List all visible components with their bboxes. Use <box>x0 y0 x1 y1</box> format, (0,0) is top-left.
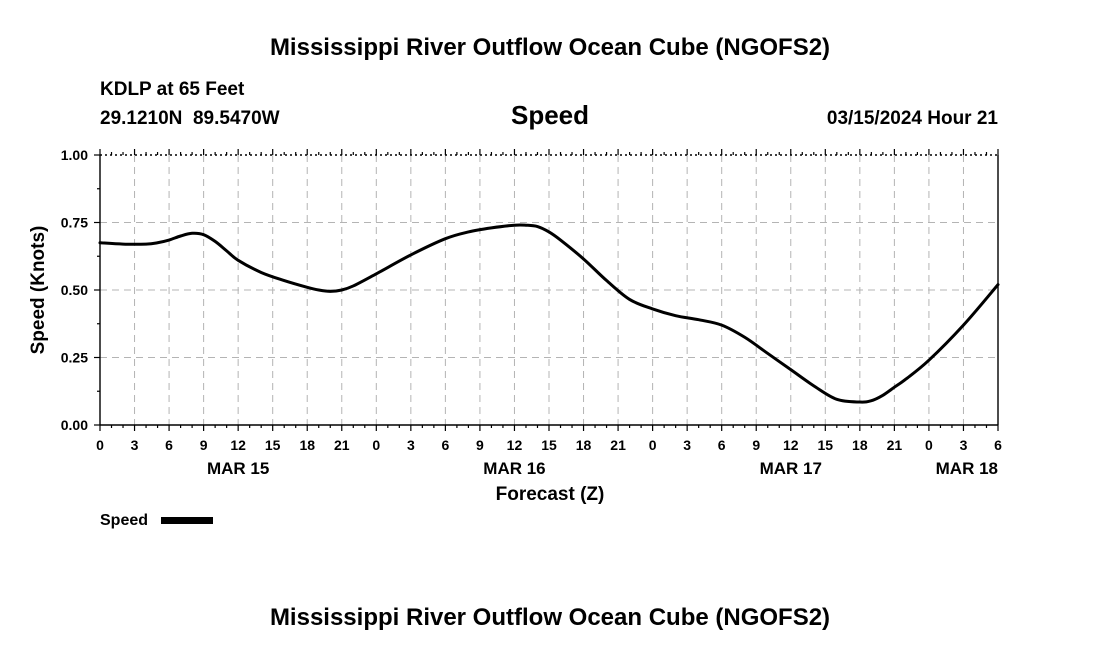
y-tick-label: 0.25 <box>61 350 88 366</box>
y-tick-label: 0.00 <box>61 417 88 433</box>
x-date-label: MAR 17 <box>760 459 822 478</box>
x-tick-label: 0 <box>372 437 380 453</box>
series-layer <box>98 223 1000 404</box>
legend-label: Speed <box>100 512 148 529</box>
x-tick-label: 9 <box>752 437 760 453</box>
x-tick-label: 15 <box>541 437 557 453</box>
x-tick-label: 15 <box>265 437 281 453</box>
x-tick-label: 12 <box>230 437 246 453</box>
x-tick-label: 3 <box>407 437 415 453</box>
speed-series-line <box>98 223 1000 404</box>
x-date-label: MAR 15 <box>207 459 269 478</box>
x-tick-label: 3 <box>960 437 968 453</box>
x-tick-label: 21 <box>334 437 350 453</box>
x-tick-label: 0 <box>96 437 104 453</box>
x-tick-label: 18 <box>299 437 315 453</box>
x-tick-label: 3 <box>683 437 691 453</box>
x-axis-label: Forecast (Z) <box>496 484 605 505</box>
y-tick-label: 0.50 <box>61 282 88 298</box>
x-tick-label: 18 <box>576 437 592 453</box>
x-tick-label: 6 <box>441 437 449 453</box>
x-tick-label: 21 <box>887 437 903 453</box>
chart-main-title: Mississippi River Outflow Ocean Cube (NG… <box>270 34 830 61</box>
y-tick-label: 0.75 <box>61 215 88 231</box>
x-tick-label: 6 <box>994 437 1002 453</box>
grid-lines <box>100 155 998 425</box>
forecast-datetime: 03/15/2024 Hour 21 <box>827 108 999 129</box>
tick-labels: 0 3 6 9 12 15 18 21 0 3 6 9 12 15 18 21 0 3 6 9 12 15 18 21 0 3 6 0… <box>61 147 1002 478</box>
legend: Speed <box>100 512 213 529</box>
x-tick-label: 15 <box>818 437 834 453</box>
x-tick-label: 0 <box>649 437 657 453</box>
x-tick-label: 12 <box>783 437 799 453</box>
x-tick-label: 6 <box>718 437 726 453</box>
axis-ticks <box>94 149 999 431</box>
x-tick-label: 9 <box>200 437 208 453</box>
footer-title: Mississippi River Outflow Ocean Cube (NG… <box>270 604 830 631</box>
chart-subtitle: Speed <box>511 100 589 130</box>
x-date-label: MAR 16 <box>483 459 545 478</box>
x-tick-label: 9 <box>476 437 484 453</box>
x-tick-label: 18 <box>852 437 868 453</box>
x-tick-label: 3 <box>131 437 139 453</box>
x-tick-label: 21 <box>610 437 626 453</box>
x-date-label: MAR 18 <box>936 459 998 478</box>
x-tick-label: 0 <box>925 437 933 453</box>
station-coordinates: 29.1210N 89.5470W <box>100 108 280 129</box>
x-tick-label: 12 <box>507 437 523 453</box>
x-tick-label: 6 <box>165 437 173 453</box>
station-label: KDLP at 65 Feet <box>100 79 245 100</box>
legend-line-swatch <box>161 517 213 524</box>
y-axis-label: Speed (Knots) <box>28 226 49 355</box>
y-tick-label: 1.00 <box>61 147 88 163</box>
